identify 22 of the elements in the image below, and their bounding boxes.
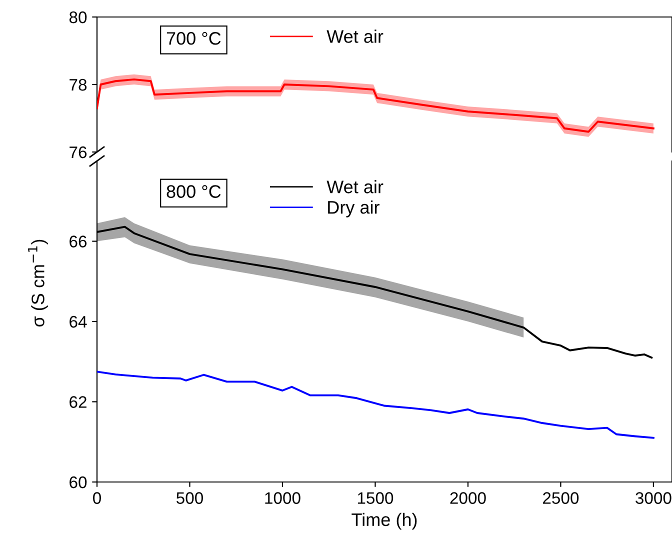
x-axis-title: Time (h): [352, 512, 417, 530]
y-tick-label: 60: [70, 476, 87, 488]
x-tick-label: 2500: [543, 492, 579, 504]
y-axis-title: σ (S cm$^{−1}$): [28, 240, 48, 327]
annotation: 800 °C: [166, 185, 221, 198]
y-tick-label: 80: [69, 11, 87, 24]
x-tick-label: 0: [93, 492, 101, 504]
y-tick-label: 64: [70, 316, 87, 328]
legend-label: Wet air: [326, 180, 384, 194]
x-tick-label: 3000: [636, 492, 672, 504]
x-tick-label: 500: [176, 492, 203, 504]
y-tick-label: 76: [70, 146, 87, 158]
y-tick-label: 66: [70, 236, 87, 248]
legend-label: Wet air: [326, 30, 384, 43]
y-tick-label: 62: [70, 396, 86, 408]
line-series: [97, 370, 654, 439]
x-tick-label: 2000: [450, 492, 486, 504]
legend-label: Dry air: [328, 200, 380, 218]
x-tick-label: 1000: [265, 492, 300, 504]
x-tick-label: 1500: [358, 492, 394, 504]
y-tick-label: 78: [70, 78, 87, 91]
annotation: 700 °C: [166, 32, 221, 45]
